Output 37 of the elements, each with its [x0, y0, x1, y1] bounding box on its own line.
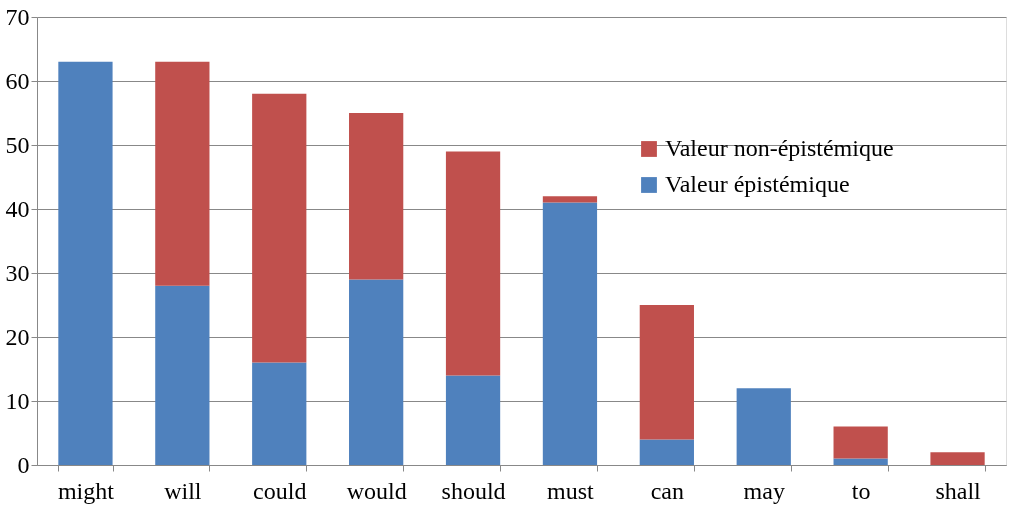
x-tick-label: can — [650, 477, 685, 504]
bar — [252, 362, 307, 465]
y-tick-label: 50 — [5, 131, 30, 158]
bar — [252, 93, 307, 363]
bar — [58, 61, 113, 465]
y-tick-label: 20 — [5, 323, 30, 350]
x-tick-label: shall — [935, 477, 982, 504]
bar — [155, 61, 210, 286]
x-tick-label: would — [346, 477, 407, 504]
bar — [930, 452, 985, 465]
x-tick-label: must — [547, 477, 595, 504]
y-tick-label: 10 — [5, 387, 30, 414]
x-tick-label: might — [57, 477, 115, 504]
x-tick-label: should — [441, 477, 506, 504]
bar — [445, 151, 501, 376]
bar — [736, 388, 791, 465]
y-tick-label: 40 — [5, 195, 30, 222]
bar — [833, 458, 888, 465]
bar — [639, 439, 694, 465]
y-tick-label: 60 — [5, 67, 30, 94]
bar — [349, 113, 404, 280]
x-tick-label: will — [164, 477, 202, 504]
bar — [833, 426, 888, 459]
y-tick-label: 30 — [5, 259, 30, 286]
legend-label: Valeur épistémique — [665, 171, 850, 197]
x-tick-label: to — [851, 477, 871, 504]
x-tick-label: may — [743, 477, 785, 504]
y-tick-label: 0 — [17, 451, 30, 478]
bar — [349, 279, 404, 465]
legend-label: Valeur non-épistémique — [665, 135, 894, 161]
bar — [542, 196, 598, 203]
bar — [639, 305, 694, 440]
bar — [445, 375, 501, 465]
y-tick-label: 70 — [5, 3, 30, 30]
bar — [542, 202, 598, 465]
bar — [155, 285, 210, 465]
x-tick-label: could — [253, 477, 307, 504]
